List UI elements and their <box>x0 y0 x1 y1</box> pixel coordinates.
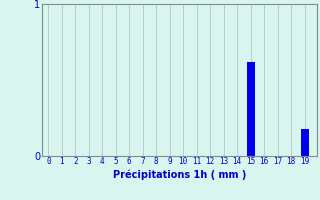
X-axis label: Précipitations 1h ( mm ): Précipitations 1h ( mm ) <box>113 169 246 180</box>
Bar <box>247 62 255 156</box>
Bar <box>300 129 309 156</box>
